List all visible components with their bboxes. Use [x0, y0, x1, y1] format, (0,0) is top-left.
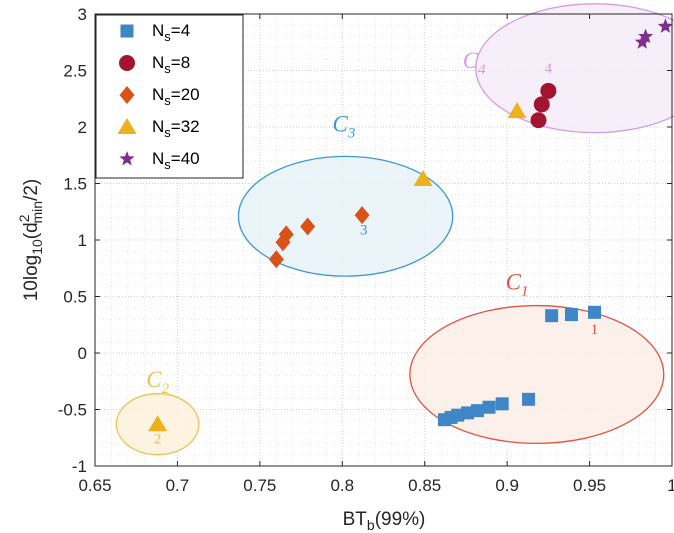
point-square	[482, 400, 496, 414]
point-square	[437, 413, 451, 427]
legend-label-ns20: Ns=20	[152, 85, 200, 108]
legend-label-ns40: Ns=40	[152, 149, 200, 172]
point-star	[634, 34, 650, 49]
y-tick-label: 1	[78, 231, 87, 250]
cluster-mark-1: 1	[591, 322, 599, 338]
x-axis-label: BTb(99%)	[343, 509, 426, 533]
point-square	[588, 305, 602, 319]
x-tick-label: 0.75	[243, 476, 276, 495]
legend-label-ns4: Ns=4	[152, 21, 190, 44]
axis-ticks: 0.65 0.7 0.75 0.8 0.85 0.9 0.95 1 -1 -0.5 0 0.5 1 1.5…	[58, 5, 674, 495]
legend-label-ns8: Ns=8	[152, 53, 190, 76]
legend-marker-square	[120, 24, 134, 38]
point-diamond	[268, 250, 284, 269]
x-tick-label: 0.65	[78, 476, 111, 495]
cluster-label-c2: C2	[146, 367, 169, 397]
point-triangle	[413, 169, 433, 186]
cluster-ellipse-c4	[475, 3, 674, 134]
legend-label-ns32: Ns=32	[152, 117, 200, 140]
point-diamond	[300, 217, 316, 236]
y-tick-label: 0	[78, 344, 87, 363]
point-square	[564, 308, 578, 322]
point-square	[461, 406, 475, 420]
point-star	[657, 18, 674, 33]
cluster-label-c1: C1	[506, 270, 529, 300]
cluster-mark-2: 2	[154, 431, 162, 447]
cluster-mark-4: 4	[545, 61, 553, 77]
point-square	[522, 392, 536, 406]
y-tick-label: 1.5	[63, 175, 87, 194]
legend-marker-diamond	[119, 86, 135, 104]
legend-marker-triangle	[117, 118, 137, 134]
y-tick-label: -1	[72, 457, 87, 476]
point-triangle	[148, 415, 168, 432]
point-diamond	[275, 233, 291, 252]
point-circle	[530, 112, 547, 129]
legend: Ns=4 Ns=8 Ns=20 Ns=32 Ns=40	[95, 14, 244, 179]
y-tick-label: 2.5	[63, 62, 87, 81]
cluster-label-c4: C4	[463, 48, 486, 78]
point-star	[638, 28, 654, 44]
point-circle	[540, 82, 557, 99]
x-tick-label: 0.95	[573, 476, 606, 495]
cluster-ellipse-c3	[237, 155, 454, 277]
point-triangle	[507, 102, 527, 119]
point-square	[470, 404, 484, 418]
x-tick-label: 0.8	[330, 476, 354, 495]
cluster-label-c3: C3	[333, 112, 356, 142]
y-tick-label: 3	[78, 5, 87, 24]
legend-box	[95, 14, 244, 179]
x-tick-label: 1	[667, 476, 674, 495]
legend-markers	[117, 24, 137, 166]
cluster-mark-3: 3	[360, 222, 368, 238]
legend-marker-star	[119, 151, 135, 166]
point-circle	[533, 96, 550, 113]
legend-marker-circle	[119, 55, 135, 71]
y-axis-label: 10log10(d2min/2)	[16, 179, 45, 302]
y-tick-label: -0.5	[58, 401, 87, 420]
y-tick-label: 0.5	[63, 288, 87, 307]
data-points	[148, 18, 674, 432]
point-diamond	[354, 206, 370, 225]
x-tick-label: 0.85	[408, 476, 441, 495]
y-tick-label: 2	[78, 118, 87, 137]
cluster-labels: C1 1 C2 2 C3 3 C4 4	[146, 48, 598, 447]
x-tick-label: 0.7	[166, 476, 190, 495]
point-square	[495, 397, 509, 411]
x-tick-label: 0.9	[495, 476, 519, 495]
point-square	[545, 309, 559, 323]
